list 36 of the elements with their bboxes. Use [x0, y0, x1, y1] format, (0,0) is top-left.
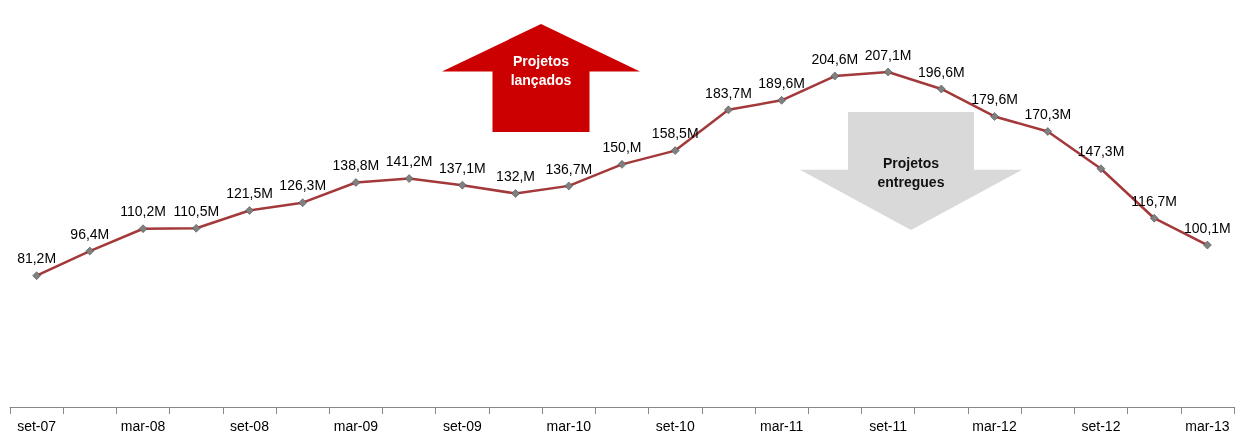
data-label: 204,6M [811, 50, 859, 67]
data-label: 132,M [496, 168, 536, 185]
x-tick-label: mar-12 [972, 418, 1017, 434]
data-label: 138,8M [332, 157, 380, 174]
data-label: 96,4M [70, 225, 110, 242]
data-label: 150,M [602, 139, 642, 156]
x-tick-label: set-10 [655, 418, 695, 434]
data-label: 136,7M [545, 160, 593, 177]
data-label: 158,5M [651, 125, 699, 142]
x-tick-label: mar-10 [546, 418, 592, 434]
data-label: 147,3M [1077, 143, 1125, 160]
data-label: 126,3M [279, 177, 327, 194]
x-tick-label: set-11 [869, 418, 908, 434]
data-label: 121,5M [226, 185, 273, 202]
data-label: 179,6M [971, 91, 1018, 108]
data-label: 183,7M [705, 84, 752, 101]
x-tick-label: set-07 [17, 418, 57, 434]
annotation: Projetos lançados [509, 52, 573, 90]
x-tick-label: mar-13 [1185, 418, 1230, 434]
x-tick-label: set-08 [230, 418, 270, 434]
data-label: 110,5M [173, 203, 220, 220]
x-tick-label: mar-11 [760, 418, 804, 434]
data-label: 141,2M [385, 153, 433, 170]
data-label: 196,6M [917, 63, 965, 80]
data-label: 207,1M [864, 46, 912, 63]
data-label: 189,6M [758, 75, 805, 92]
annotation: Projetos entregues [876, 154, 946, 192]
data-label: 137,1M [439, 159, 486, 176]
data-label: 170,3M [1024, 106, 1072, 123]
data-label: 110,2M [120, 203, 166, 220]
x-tick-label: set-12 [1081, 418, 1121, 434]
x-tick-label: mar-09 [333, 418, 379, 434]
data-label: 100,1M [1184, 219, 1231, 236]
data-label: 81,2M [17, 250, 57, 267]
x-tick-label: mar-08 [120, 418, 166, 434]
x-tick-label: set-09 [442, 418, 483, 434]
